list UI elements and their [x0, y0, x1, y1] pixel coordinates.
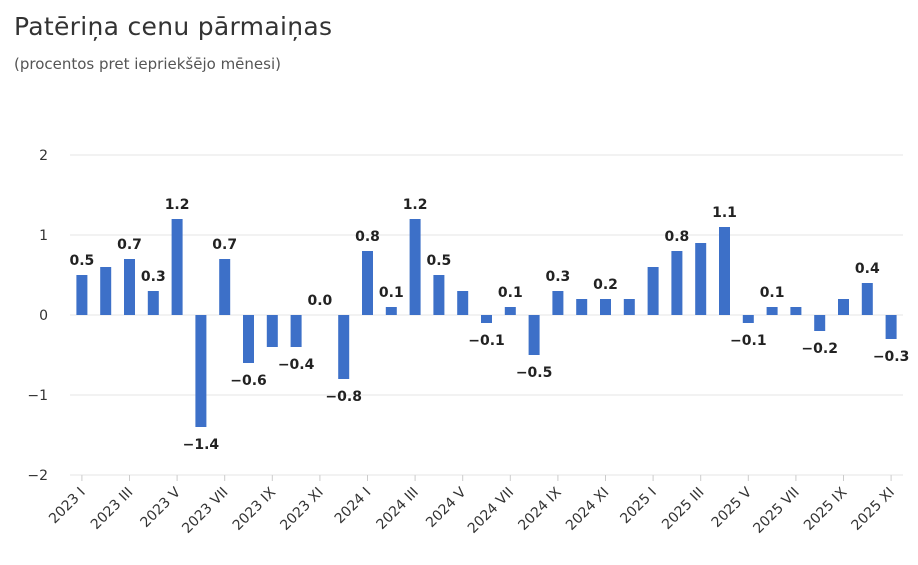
bar-2024-ix: [552, 291, 564, 315]
data-label: 0.0: [307, 293, 332, 309]
x-tick-label: 2024 V: [423, 484, 470, 531]
data-label: 1.1: [712, 205, 737, 221]
data-label: 1.2: [165, 197, 190, 213]
bar-2023-iv: [147, 291, 159, 315]
bar-2024-xii: [623, 299, 635, 315]
data-label: −1.4: [183, 437, 220, 453]
bar-2023-vii: [219, 259, 231, 315]
data-labels: 0.5 0.7 0.3 1.2 −1.4 0.7 −0.6 −0.4 0.0 −0.8 0.8 0.1…: [69, 197, 909, 453]
bar-2025-viii: [814, 315, 826, 331]
data-label: −0.2: [801, 341, 838, 357]
bar-2025-v: [742, 315, 754, 323]
bar-2024-i: [362, 251, 373, 315]
bar-2024-ii: [385, 307, 397, 315]
x-tick-label: 2024 IX: [515, 484, 565, 534]
data-label: 0.3: [141, 269, 166, 285]
bar-2024-iv: [433, 275, 445, 315]
bars: [76, 219, 897, 427]
data-label: 0.4: [855, 261, 880, 277]
gridlines: [70, 154, 903, 476]
x-tick-label: 2023 XI: [277, 485, 326, 534]
x-tick-label: 2025 XI: [849, 485, 898, 534]
bar-2023-xii: [338, 315, 350, 379]
y-axis-ticks: 2 1 0 −1 −2: [27, 148, 48, 484]
x-tick-label: 2024 XI: [563, 485, 612, 534]
data-label: −0.3: [873, 349, 910, 365]
x-tick-label: 2023 VII: [179, 485, 231, 537]
x-tick-label: 2025 V: [709, 484, 756, 531]
bar-2025-vi: [766, 307, 778, 315]
bar-2023-viii: [243, 315, 254, 363]
bar-2023-ix: [266, 315, 278, 347]
bar-2023-iii: [124, 259, 135, 315]
bar-2025-i: [647, 267, 659, 315]
bar-2023-x: [290, 315, 302, 347]
y-tick-label: −1: [27, 388, 48, 404]
bar-2024-vi: [481, 315, 492, 323]
data-label: 0.1: [760, 285, 785, 301]
bar-2025-vii: [790, 307, 802, 315]
data-label: 1.2: [403, 197, 428, 213]
bar-2025-ix: [838, 299, 849, 315]
x-tick-label: 2025 I: [617, 485, 660, 528]
data-label: 0.2: [593, 277, 618, 293]
bar-2025-ii: [671, 251, 683, 315]
chart-subtitle: (procentos pret iepriekšējo mēnesi): [14, 55, 281, 73]
data-label: 0.7: [117, 237, 142, 253]
bar-2025-iii: [695, 243, 707, 315]
y-tick-label: 0: [39, 308, 48, 324]
bar-2024-xi: [600, 299, 611, 315]
x-tick-label: 2023 IX: [230, 484, 280, 534]
x-tick-label: 2023 III: [88, 485, 136, 533]
data-label: 0.5: [426, 253, 451, 269]
y-tick-label: 2: [39, 148, 48, 164]
bar-2023-vi: [195, 315, 207, 427]
bar-2023-i: [76, 275, 88, 315]
data-label: −0.4: [278, 357, 315, 373]
y-tick-label: −2: [27, 468, 48, 484]
bar-2024-viii: [528, 315, 540, 355]
x-tick-label: 2025 VII: [750, 485, 802, 537]
bar-2023-v: [171, 219, 183, 315]
x-tick-label: 2025 III: [659, 485, 707, 533]
data-label: −0.1: [730, 333, 767, 349]
data-label: 0.3: [545, 269, 570, 285]
x-tick-label: 2024 III: [374, 485, 422, 533]
x-tick-label: 2024 VII: [465, 485, 517, 537]
bar-2023-ii: [100, 267, 112, 315]
bar-2024-vii: [504, 307, 516, 315]
bar-2024-iii: [409, 219, 421, 315]
bar-2024-x: [576, 299, 588, 315]
x-tick-label: 2023 I: [46, 485, 89, 528]
data-label: −0.6: [230, 373, 267, 389]
data-label: −0.1: [468, 333, 505, 349]
x-tick-label: 2025 IX: [801, 484, 851, 534]
bar-2025-x: [861, 283, 873, 315]
bar-2025-xi: [885, 315, 897, 339]
data-label: 0.7: [212, 237, 237, 253]
chart-title: Patēriņa cenu pārmaiņas: [14, 12, 333, 41]
data-label: 0.8: [664, 229, 689, 245]
y-tick-label: 1: [39, 228, 48, 244]
x-tick-label: 2024 I: [332, 485, 375, 528]
data-label: 0.1: [498, 285, 523, 301]
data-label: −0.8: [325, 389, 362, 405]
bar-2024-v: [457, 291, 469, 315]
data-label: −0.5: [516, 365, 553, 381]
data-label: 0.8: [355, 229, 380, 245]
data-label: 0.5: [69, 253, 94, 269]
bar-2025-iv: [719, 227, 730, 315]
data-label: 0.1: [379, 285, 404, 301]
x-tick-label: 2023 V: [138, 484, 185, 531]
